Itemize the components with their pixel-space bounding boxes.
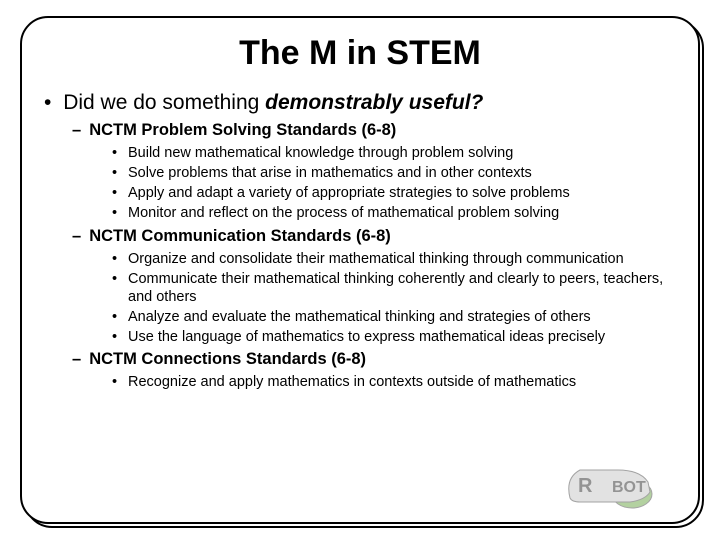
rcbot-logo-icon: R BOT <box>550 448 670 510</box>
logo-text-bot: BOT <box>612 479 646 496</box>
slide-title: The M in STEM <box>22 34 698 73</box>
list-item: Communicate their mathematical thinking … <box>112 270 690 306</box>
dash-icon: – <box>72 227 81 245</box>
section-heading-text: NCTM Connections Standards (6-8) <box>89 350 366 368</box>
slide-frame: The M in STEM • Did we do something demo… <box>20 16 700 524</box>
list-item: Monitor and reflect on the process of ma… <box>112 204 690 222</box>
section-heading: –NCTM Problem Solving Standards (6-8) <box>72 121 690 140</box>
slide-content: • Did we do something demonstrably usefu… <box>22 91 698 391</box>
section-heading-text: NCTM Communication Standards (6-8) <box>89 227 391 245</box>
dash-icon: – <box>72 350 81 368</box>
dash-icon: – <box>72 121 81 139</box>
section-heading: –NCTM Communication Standards (6-8) <box>72 227 690 246</box>
list-item: Solve problems that arise in mathematics… <box>112 164 690 182</box>
bullet-dot-icon: • <box>44 91 51 114</box>
main-bullet-prefix: Did we do something <box>63 91 265 114</box>
bullet-list: Build new mathematical knowledge through… <box>30 144 690 223</box>
bullet-list: Recognize and apply mathematics in conte… <box>30 373 690 391</box>
list-item: Organize and consolidate their mathemati… <box>112 250 690 268</box>
list-item: Recognize and apply mathematics in conte… <box>112 373 690 391</box>
list-item: Analyze and evaluate the mathematical th… <box>112 308 690 326</box>
bullet-list: Organize and consolidate their mathemati… <box>30 250 690 347</box>
main-bullet-emph: demonstrably useful? <box>265 91 483 114</box>
list-item: Apply and adapt a variety of appropriate… <box>112 184 690 202</box>
logo-text-r: R <box>578 475 593 497</box>
main-bullet: • Did we do something demonstrably usefu… <box>30 91 690 115</box>
list-item: Use the language of mathematics to expre… <box>112 328 690 346</box>
list-item: Build new mathematical knowledge through… <box>112 144 690 162</box>
section-heading-text: NCTM Problem Solving Standards (6-8) <box>89 121 396 139</box>
section-heading: –NCTM Connections Standards (6-8) <box>72 350 690 369</box>
